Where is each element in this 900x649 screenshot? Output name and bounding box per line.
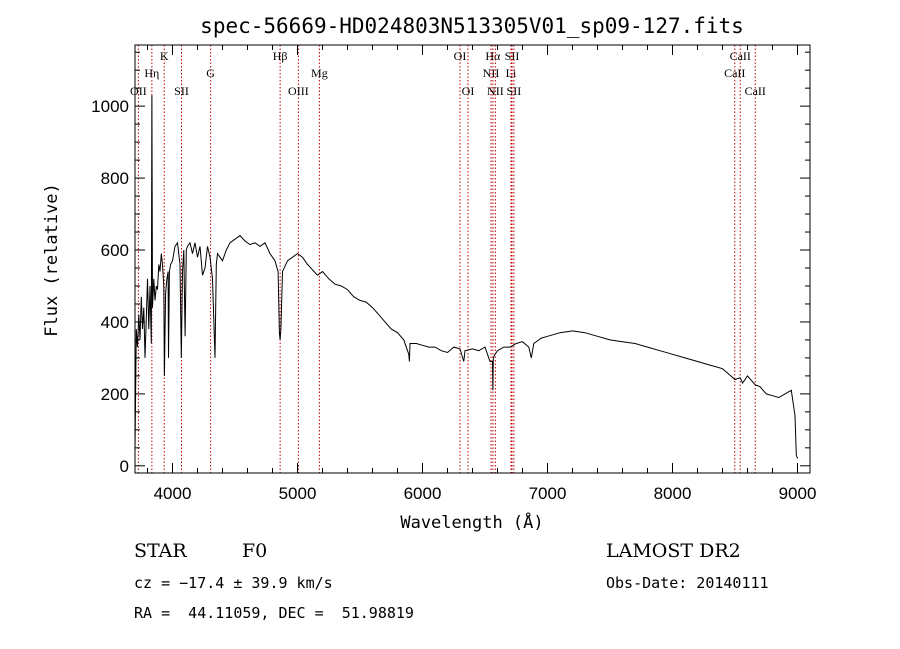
spectrum-chart: spec-56669-HD024803N513305V01_sp09-127.f…: [42, 14, 817, 533]
x-tick-label: 8000: [654, 484, 692, 503]
line-label: SII: [505, 49, 520, 63]
spectrum-series-line: [134, 95, 798, 459]
plot-frame: [134, 44, 811, 474]
line-label: CaII: [724, 66, 745, 80]
line-label: Mg: [311, 66, 328, 80]
y-axis-label: Flux (relative): [42, 183, 62, 337]
x-tick-label: 7000: [529, 484, 567, 503]
x-tick-label: 5000: [279, 484, 317, 503]
line-label: G: [206, 66, 215, 80]
line-label: CaII: [730, 49, 751, 63]
line-label: SII: [174, 84, 189, 98]
line-label: OII: [130, 84, 147, 98]
line-label: NII: [487, 84, 504, 98]
y-tick-label: 200: [101, 385, 129, 404]
x-axis: 4000 5000 6000 7000 8000 9000: [147, 45, 817, 503]
coordinates-text: RA = 44.11059, DEC = 51.98819: [134, 604, 414, 622]
y-tick-label: 800: [101, 169, 129, 188]
object-class: STAR: [134, 540, 187, 562]
x-axis-label: Wavelength (Å): [400, 511, 543, 533]
chart-title: spec-56669-HD024803N513305V01_sp09-127.f…: [200, 14, 744, 38]
x-tick-label: 6000: [404, 484, 442, 503]
y-tick-label: 0: [120, 457, 129, 476]
line-label: Hη: [144, 66, 159, 80]
line-label: OIII: [288, 84, 309, 98]
line-label: K: [160, 49, 169, 63]
x-tick-label: 4000: [154, 484, 192, 503]
object-subclass: F0: [242, 540, 268, 562]
y-tick-label: 1000: [91, 97, 129, 116]
y-tick-label: 400: [101, 313, 129, 332]
line-label: OI: [462, 84, 475, 98]
line-label: NII: [483, 66, 500, 80]
line-label: Li: [506, 66, 517, 80]
line-label: Hβ: [273, 49, 288, 63]
survey-name: LAMOST DR2: [606, 540, 741, 562]
line-label: Hα: [485, 49, 501, 63]
spectral-lines: OIIHηKSIIGHβOIIIMgOIOIHαNIINIISIILiSIICa…: [130, 45, 766, 473]
obs-date-text: Obs-Date: 20140111: [606, 574, 769, 592]
redshift-text: cz = −17.4 ± 39.9 km/s: [134, 574, 333, 592]
line-label: OI: [454, 49, 467, 63]
line-label: CaII: [745, 84, 766, 98]
y-tick-label: 600: [101, 241, 129, 260]
x-tick-label: 9000: [779, 484, 817, 503]
line-label: SII: [507, 84, 522, 98]
y-axis: 0 200 400 600 800 1000: [91, 51, 810, 476]
